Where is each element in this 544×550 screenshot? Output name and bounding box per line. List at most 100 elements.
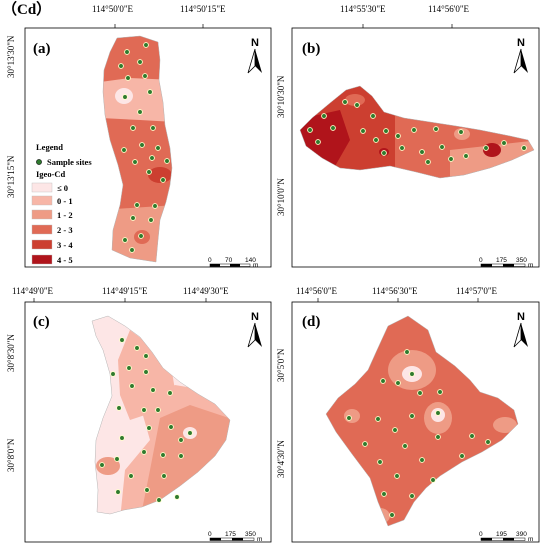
sample-site (354, 102, 360, 108)
panel-a-map (102, 35, 173, 263)
sample-site (439, 144, 445, 150)
sample-site (164, 158, 170, 164)
sample-site (362, 441, 368, 447)
sample-site (342, 99, 348, 105)
sample-site (146, 169, 152, 175)
sample-site (122, 237, 128, 243)
legend-class-1: 0 - 1 (57, 196, 73, 206)
legend-swatch-0 (31, 182, 53, 193)
sample-site (142, 73, 148, 79)
sample-site (155, 145, 161, 151)
legend-class-4: 3 - 4 (57, 240, 73, 250)
sample-site (126, 365, 132, 371)
svg-text:175: 175 (496, 257, 507, 264)
sample-site (130, 215, 136, 221)
panel-d-map (325, 315, 519, 527)
sample-site (411, 127, 417, 133)
panel-a-zone-light (103, 78, 172, 122)
sample-site (125, 75, 131, 81)
svg-text:m: m (528, 536, 533, 543)
sample-site (321, 113, 327, 119)
panel-c-top-tick-2: 114°49'15"E (102, 286, 148, 296)
panel-c: (c) 114°49'0"E 114°49'15"E 114°49'30"E 3… (6, 286, 272, 543)
panel-b-left-tick-1: 30°10'30"N (276, 75, 286, 118)
panel-a: (a) 114°50'0"E 114°50'15"E 30°13'30"N 30… (6, 4, 272, 269)
sample-site (417, 390, 423, 396)
panel-c-left-tick-2: 30°8'0"N (6, 438, 16, 472)
legend-sites-label: Sample sites (47, 157, 92, 167)
svg-text:m: m (528, 262, 533, 269)
sample-site (116, 405, 122, 411)
panel-a-zone-upper (103, 36, 172, 82)
svg-text:140: 140 (245, 257, 256, 264)
sample-site (160, 452, 166, 458)
sample-site (137, 59, 143, 65)
legend-igeo-label: Igeo-Cd (36, 169, 66, 179)
svg-text:350: 350 (245, 531, 256, 538)
sample-site (485, 439, 491, 445)
sample-site (346, 415, 352, 421)
figure-title: （Cd） (2, 0, 51, 18)
panel-a-left-tick-1: 30°13'30"N (6, 35, 16, 78)
sample-site (395, 133, 401, 139)
legend-swatch-3 (31, 224, 53, 235)
sample-site (143, 353, 149, 359)
sample-site (156, 497, 162, 503)
svg-text:0: 0 (479, 257, 483, 264)
legend-swatch-4 (31, 239, 53, 250)
sample-site (463, 153, 469, 159)
sample-site (115, 489, 121, 495)
sample-site (132, 159, 138, 165)
sample-site (118, 63, 124, 69)
sample-site (307, 127, 313, 133)
sample-site (99, 462, 105, 468)
panel-d-top-tick-1: 114°56'0"E (296, 286, 338, 296)
svg-text:0: 0 (479, 531, 483, 538)
sample-site (381, 491, 387, 497)
sample-site (425, 159, 431, 165)
sample-site (380, 378, 386, 384)
panel-d-left-tick-1: 30°5'0"N (276, 348, 286, 382)
panel-d-sites (346, 349, 491, 518)
sample-site (469, 433, 475, 439)
sample-site (121, 147, 127, 153)
sample-site (150, 387, 156, 393)
sample-site (409, 413, 415, 419)
panel-b-frame (291, 27, 540, 268)
svg-text:N: N (251, 37, 259, 49)
sample-site (143, 42, 149, 48)
svg-text:0: 0 (208, 257, 212, 264)
panel-c-scale-bar: 0 175 350 m (208, 531, 262, 543)
panel-d-left-tick-2: 30°4'30"N (276, 440, 286, 478)
panel-d-label: (d) (302, 314, 320, 330)
sample-site (119, 435, 125, 441)
sample-site (419, 457, 425, 463)
sample-site (141, 449, 147, 455)
legend-swatch-2 (31, 209, 53, 220)
sample-site (146, 425, 152, 431)
legend-site-symbol (36, 159, 42, 165)
sample-site (148, 217, 154, 223)
panel-c-left-tick-1: 30°8'30"N (6, 334, 16, 372)
sample-site (381, 150, 387, 156)
panel-a-label: (a) (33, 41, 51, 57)
sample-site (370, 113, 376, 119)
sample-site (458, 129, 464, 135)
legend-class-2: 1 - 2 (57, 210, 73, 220)
svg-text:175: 175 (225, 531, 236, 538)
sample-site (409, 371, 415, 377)
panel-d: (d) 114°56'0"E 114°56'30"E 114°57'0"E 30… (276, 286, 540, 543)
svg-text:N: N (251, 311, 259, 323)
sample-site (150, 125, 156, 131)
sample-site (315, 139, 321, 145)
panel-b-sites (307, 99, 527, 165)
sample-site (141, 407, 147, 413)
sample-site (168, 424, 174, 430)
panel-a-top-tick-2: 114°50'15"E (180, 4, 226, 14)
panel-a-frame (24, 27, 272, 268)
sample-site (128, 473, 134, 479)
sample-site (392, 427, 398, 433)
sample-site (160, 177, 166, 183)
sample-site (147, 89, 153, 95)
sample-site (437, 389, 443, 395)
